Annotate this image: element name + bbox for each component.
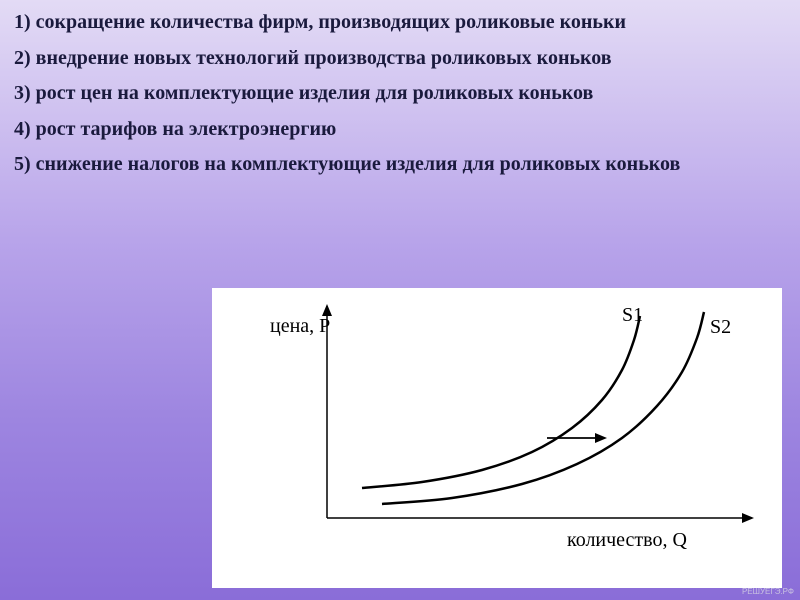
option-2: 2) внедрение новых технологий производст… <box>14 46 786 72</box>
option-4: 4) рост тарифов на электроэнергию <box>14 117 786 143</box>
option-1: 1) сокращение количества фирм, производя… <box>14 10 786 36</box>
y-axis-label: цена, P <box>270 315 330 337</box>
curve-s1-label: S1 <box>622 304 643 326</box>
curve-s1 <box>362 316 640 488</box>
watermark: РЕШУЕГЭ.РФ <box>742 587 794 596</box>
axes <box>322 304 754 523</box>
x-axis-arrowhead <box>742 513 754 523</box>
curve-s2 <box>382 312 704 504</box>
shift-arrow <box>547 433 607 443</box>
option-5: 5) снижение налогов на комплектующие изд… <box>14 152 786 178</box>
curve-s2-label: S2 <box>710 316 731 338</box>
supply-chart: цена, P количество, Q S1 S2 <box>212 288 782 588</box>
chart-svg: цена, P количество, Q S1 S2 <box>212 288 782 588</box>
option-3: 3) рост цен на комплектующие изделия для… <box>14 81 786 107</box>
question-options: 1) сокращение количества фирм, производя… <box>14 10 786 188</box>
x-axis-label: количество, Q <box>567 529 687 551</box>
